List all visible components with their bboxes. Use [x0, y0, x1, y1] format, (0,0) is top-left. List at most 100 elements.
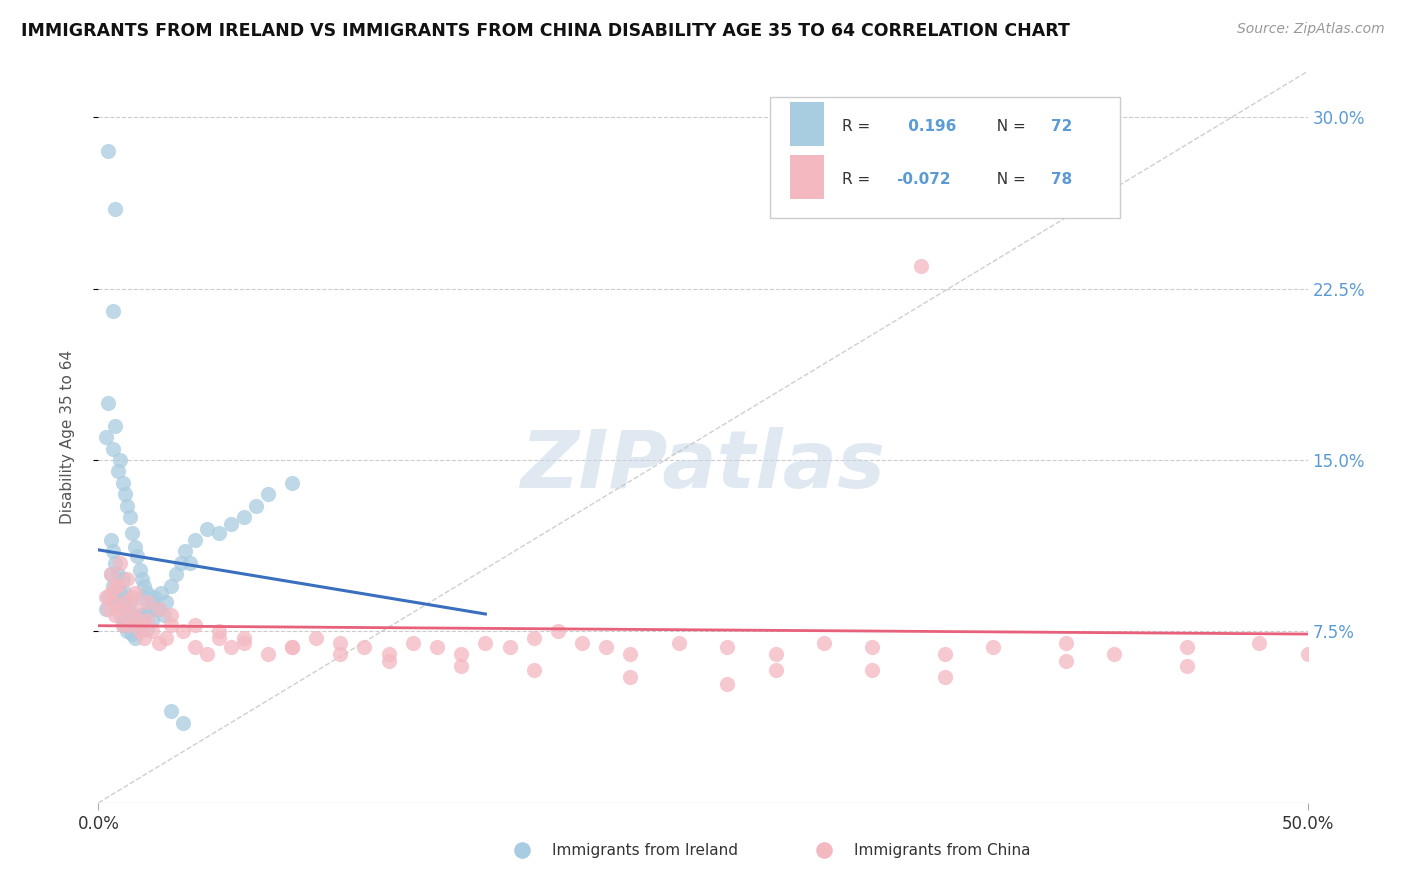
Point — [450, 647, 472, 661]
Point — [108, 556, 131, 570]
Point — [135, 595, 157, 609]
Point — [141, 613, 163, 627]
Point — [97, 145, 120, 159]
Point — [256, 487, 278, 501]
Point — [174, 544, 197, 558]
Point — [813, 636, 835, 650]
Point — [128, 563, 150, 577]
Point — [108, 585, 131, 599]
FancyBboxPatch shape — [769, 97, 1121, 218]
Bar — [790, 155, 824, 200]
Point — [619, 670, 641, 684]
Point — [402, 636, 425, 650]
Point — [716, 677, 738, 691]
Point — [329, 636, 352, 650]
Point — [619, 647, 641, 661]
Point — [148, 636, 170, 650]
Point — [135, 622, 157, 636]
Point — [474, 636, 496, 650]
Point — [124, 601, 146, 615]
Point — [184, 640, 207, 655]
Point — [104, 590, 127, 604]
Point — [108, 601, 131, 615]
Point — [97, 601, 120, 615]
Text: N =: N = — [987, 119, 1031, 134]
Point — [934, 647, 956, 661]
Point — [860, 640, 883, 655]
Point — [117, 608, 139, 623]
Point — [595, 640, 617, 655]
Point — [1054, 636, 1077, 650]
Point — [107, 595, 129, 609]
Point — [114, 613, 136, 627]
Point — [160, 705, 183, 719]
Point — [134, 608, 156, 623]
Point — [353, 640, 375, 655]
Point — [114, 487, 136, 501]
Point — [124, 613, 146, 627]
Point — [148, 601, 170, 615]
Point — [1249, 636, 1271, 650]
Point — [94, 590, 117, 604]
Point — [1175, 640, 1198, 655]
Point — [523, 663, 546, 677]
Point — [1102, 647, 1125, 661]
Point — [101, 544, 124, 558]
Point — [117, 601, 139, 615]
Point — [765, 663, 787, 677]
Point — [172, 715, 194, 730]
Point — [450, 658, 472, 673]
Text: N =: N = — [987, 172, 1031, 187]
Point — [107, 579, 129, 593]
Point — [117, 499, 139, 513]
Point — [104, 579, 127, 593]
Point — [208, 632, 231, 646]
Point — [169, 556, 191, 570]
Point — [117, 572, 139, 586]
Point — [128, 608, 150, 623]
Point — [195, 647, 218, 661]
Point — [145, 601, 167, 615]
Point — [221, 516, 243, 531]
Point — [165, 567, 187, 582]
Point — [155, 632, 177, 646]
Point — [498, 640, 520, 655]
Point — [910, 259, 932, 273]
Point — [111, 595, 134, 609]
Point — [184, 617, 207, 632]
Point — [131, 617, 153, 632]
Bar — [790, 102, 824, 146]
Point — [121, 626, 143, 640]
Point — [111, 572, 134, 586]
Text: IMMIGRANTS FROM IRELAND VS IMMIGRANTS FROM CHINA DISABILITY AGE 35 TO 64 CORRELA: IMMIGRANTS FROM IRELAND VS IMMIGRANTS FR… — [21, 22, 1070, 40]
Point — [124, 585, 146, 599]
Point — [981, 640, 1004, 655]
Point — [100, 533, 122, 547]
Point — [101, 442, 124, 456]
Text: 0.196: 0.196 — [903, 119, 956, 134]
Point — [94, 601, 117, 615]
Point — [281, 475, 304, 490]
Point — [232, 636, 254, 650]
Point — [184, 533, 207, 547]
Point — [127, 624, 149, 639]
Point — [118, 617, 141, 632]
Point — [141, 624, 163, 639]
Point — [135, 613, 157, 627]
Point — [121, 590, 143, 604]
Point — [426, 640, 449, 655]
Point — [121, 608, 143, 623]
Point — [100, 567, 122, 582]
Point — [135, 585, 157, 599]
Point — [1175, 658, 1198, 673]
Point — [124, 540, 146, 554]
Point — [160, 617, 183, 632]
Point — [107, 567, 129, 582]
Point — [860, 663, 883, 677]
Point — [114, 595, 136, 609]
Point — [118, 510, 141, 524]
Point — [114, 585, 136, 599]
Point — [155, 595, 177, 609]
Point — [221, 640, 243, 655]
Point — [281, 640, 304, 655]
